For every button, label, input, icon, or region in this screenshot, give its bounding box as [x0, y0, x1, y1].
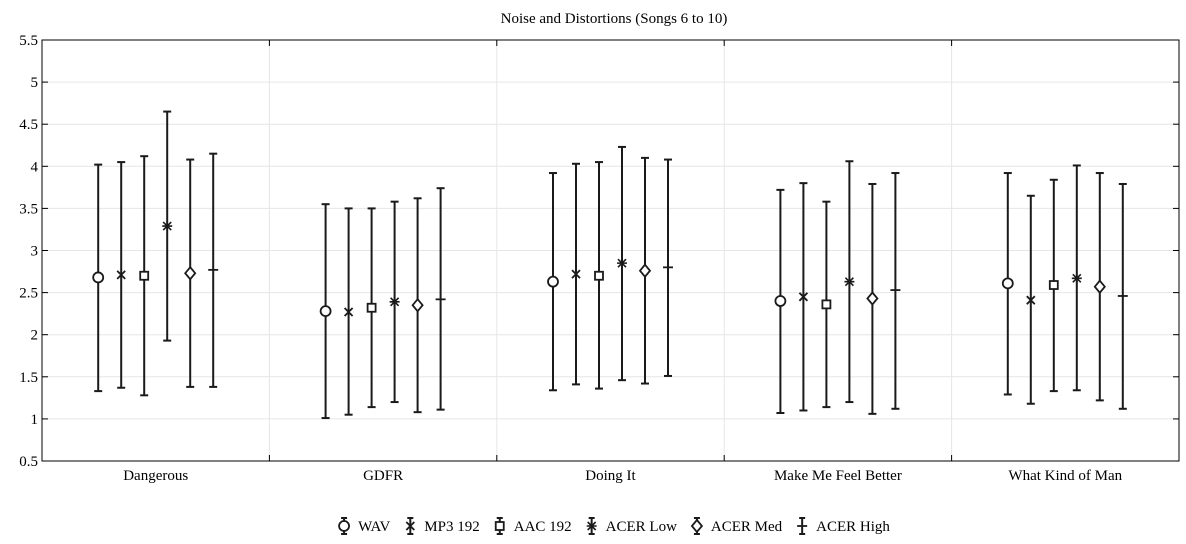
y-tick-label: 3 — [31, 244, 39, 260]
plot-frame — [41, 39, 1180, 462]
y-tick-label: 4.5 — [19, 117, 38, 133]
y-tick-label: 5 — [31, 75, 39, 91]
legend: WAV MP3 192 AAC 192 ACER Low ACER Med ACER Hi… — [338, 517, 890, 535]
axes — [41, 39, 1180, 462]
series-acer-low — [162, 110, 1082, 404]
series-acer-high — [208, 152, 1128, 411]
data-point-marker — [184, 265, 197, 281]
data-point-marker — [774, 295, 787, 307]
legend-item: ACER High — [797, 517, 890, 535]
grid-lines — [42, 40, 1179, 461]
data-point-marker — [1048, 280, 1059, 290]
data-point-marker — [571, 269, 581, 279]
data-point-marker — [343, 307, 354, 317]
data-point-marker — [411, 297, 424, 313]
series-layer — [92, 110, 1128, 420]
x-tick-label: Doing It — [585, 468, 636, 484]
y-tick-label: 5.5 — [19, 33, 38, 49]
data-point-marker — [638, 263, 652, 279]
legend-label: ACER Med — [711, 519, 783, 535]
data-point-marker — [547, 275, 559, 288]
x-tick-label: GDFR — [363, 468, 403, 484]
legend-label: MP3 192 — [424, 519, 479, 535]
series-acer-med — [184, 156, 1106, 415]
series-mp3-192 — [116, 161, 1036, 416]
legend-item: ACER Med — [690, 517, 783, 535]
legend-label: ACER High — [816, 519, 890, 535]
legend-marker — [338, 520, 350, 532]
data-point-marker — [844, 276, 855, 287]
data-point-marker — [116, 270, 126, 280]
series-aac-192 — [139, 155, 1059, 409]
legend-item: MP3 192 — [405, 517, 480, 535]
data-point-marker — [594, 270, 604, 281]
data-point-marker — [1026, 295, 1036, 305]
data-point-marker — [389, 296, 400, 307]
data-point-marker — [1071, 273, 1082, 284]
data-point-marker — [821, 299, 832, 310]
data-point-marker — [866, 291, 879, 306]
y-tick-label: 2.5 — [19, 286, 38, 302]
y-tick-label: 2 — [31, 328, 39, 344]
x-tick-label: Dangerous — [123, 468, 188, 484]
data-point-marker — [319, 305, 332, 318]
data-point-marker — [798, 292, 809, 302]
legend-item: ACER Low — [586, 517, 677, 535]
data-point-marker — [366, 302, 377, 313]
legend-marker — [586, 521, 597, 531]
legend-marker — [494, 521, 505, 531]
legend-marker — [690, 518, 704, 534]
y-tick-label: 0.5 — [19, 454, 38, 470]
x-tick-label: Make Me Feel Better — [774, 468, 902, 484]
legend-item: AAC 192 — [494, 517, 572, 535]
y-tick-label: 3.5 — [19, 201, 38, 217]
data-point-marker — [92, 271, 105, 284]
tick-labels: 0.5 1 1.5 2 2.5 3 3.5 4 4.5 5 5.5 Dangerous GDFR Doin… — [19, 33, 1122, 484]
data-point-marker — [1093, 279, 1106, 295]
legend-item: WAV — [338, 517, 390, 535]
data-point-marker — [162, 221, 173, 232]
legend-label: AAC 192 — [514, 519, 572, 535]
y-tick-label: 1 — [31, 412, 39, 428]
data-point-marker — [617, 258, 627, 269]
legend-label: ACER Low — [606, 519, 677, 535]
y-tick-label: 1.5 — [19, 370, 38, 386]
series-wav — [92, 163, 1014, 420]
data-point-marker — [1001, 277, 1014, 290]
y-tick-label: 4 — [31, 159, 39, 175]
legend-label: WAV — [358, 519, 390, 535]
data-point-marker — [139, 270, 150, 281]
chart-title: Noise and Distortions (Songs 6 to 10) — [501, 11, 728, 27]
legend-marker — [405, 521, 415, 531]
x-tick-label: What Kind of Man — [1008, 468, 1122, 484]
